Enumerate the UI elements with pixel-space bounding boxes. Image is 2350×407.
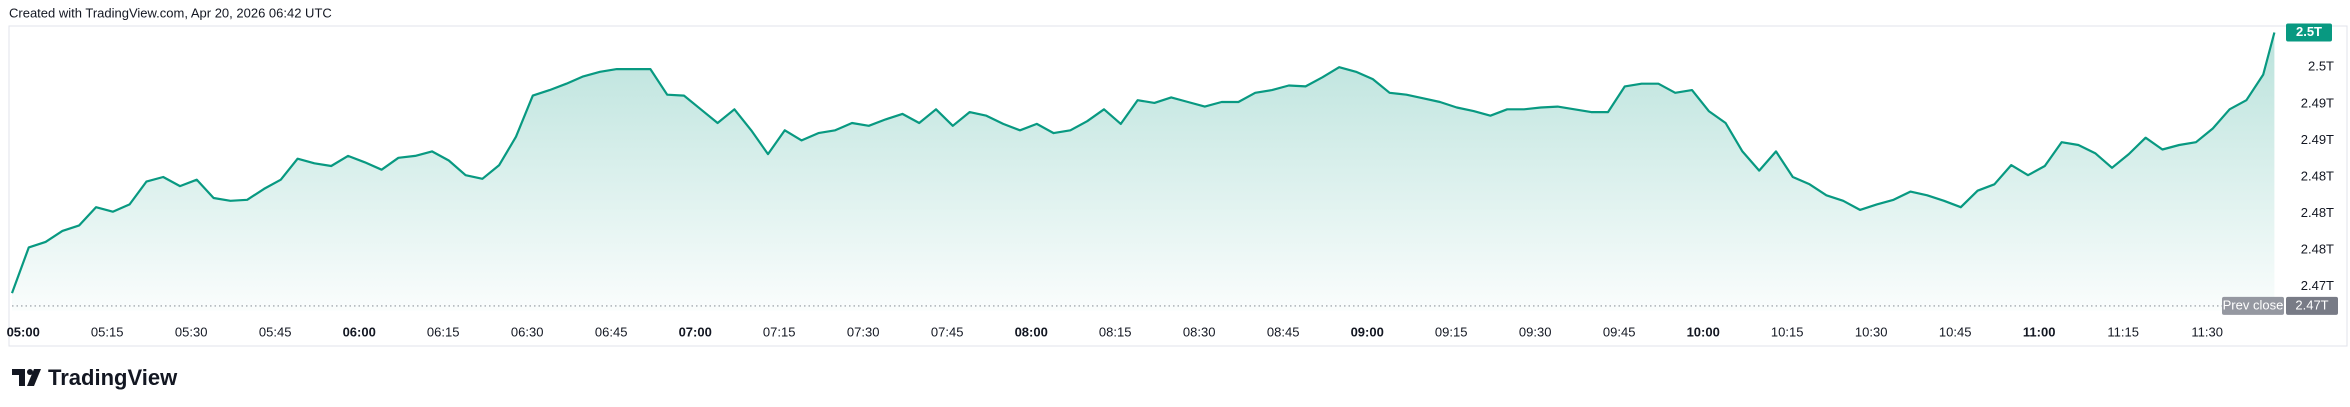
y-tick-label: 2.48T — [2301, 168, 2334, 183]
x-tick-label: 05:15 — [91, 324, 124, 339]
x-tick-label: 06:30 — [511, 324, 544, 339]
x-tick-label: 10:00 — [1687, 324, 1720, 339]
x-tick-label: 08:15 — [1099, 324, 1132, 339]
x-tick-label: 09:45 — [1603, 324, 1636, 339]
x-tick-label: 06:15 — [427, 324, 460, 339]
brand-name: TradingView — [48, 365, 178, 390]
x-tick-label: 07:00 — [679, 324, 712, 339]
last-price-badge — [2286, 23, 2332, 42]
x-tick-label: 10:15 — [1771, 324, 1804, 339]
prev-close-value-badge — [2286, 296, 2338, 315]
x-tick-label: 11:00 — [2023, 324, 2056, 339]
x-tick-label: 07:45 — [931, 324, 964, 339]
y-tick-label: 2.5T — [2308, 59, 2334, 74]
x-tick-label: 05:30 — [175, 324, 208, 339]
x-tick-label: 05:45 — [259, 324, 292, 339]
y-tick-label: 2.48T — [2301, 205, 2334, 220]
price-line — [10, 32, 2276, 294]
y-tick-label: 2.49T — [2301, 95, 2334, 110]
brand-logo — [12, 369, 41, 386]
x-tick-label: 09:00 — [1351, 324, 1384, 339]
x-tick-label: 07:30 — [847, 324, 880, 339]
x-tick-label: 06:00 — [343, 324, 376, 339]
x-tick-label: 05:00 — [7, 324, 40, 339]
y-tick-label: 2.47T — [2301, 278, 2334, 293]
y-tick-label: 2.48T — [2301, 242, 2334, 257]
x-tick-label: 08:00 — [1015, 324, 1048, 339]
x-tick-label: 10:30 — [1855, 324, 1888, 339]
x-tick-label: 08:45 — [1267, 324, 1300, 339]
area-fill — [12, 32, 2275, 311]
prev-close-label: Prev close — [2223, 297, 2284, 312]
x-tick-label: 11:15 — [2107, 324, 2139, 339]
x-tick-label: 11:30 — [2191, 324, 2223, 339]
credit-text: Created with TradingView.com, Apr 20, 20… — [9, 5, 332, 20]
x-tick-label: 09:15 — [1435, 324, 1468, 339]
x-tick-label: 06:45 — [595, 324, 628, 339]
prev-close-value-label: 2.47T — [2295, 297, 2328, 312]
x-tick-label: 08:30 — [1183, 324, 1216, 339]
chart-frame — [8, 25, 2348, 347]
last-price-label: 2.5T — [2296, 24, 2322, 39]
x-tick-label: 07:15 — [763, 324, 796, 339]
prev-close-badge — [2222, 296, 2284, 315]
x-tick-label: 10:45 — [1939, 324, 1972, 339]
y-tick-label: 2.49T — [2301, 132, 2334, 147]
x-tick-label: 09:30 — [1519, 324, 1552, 339]
